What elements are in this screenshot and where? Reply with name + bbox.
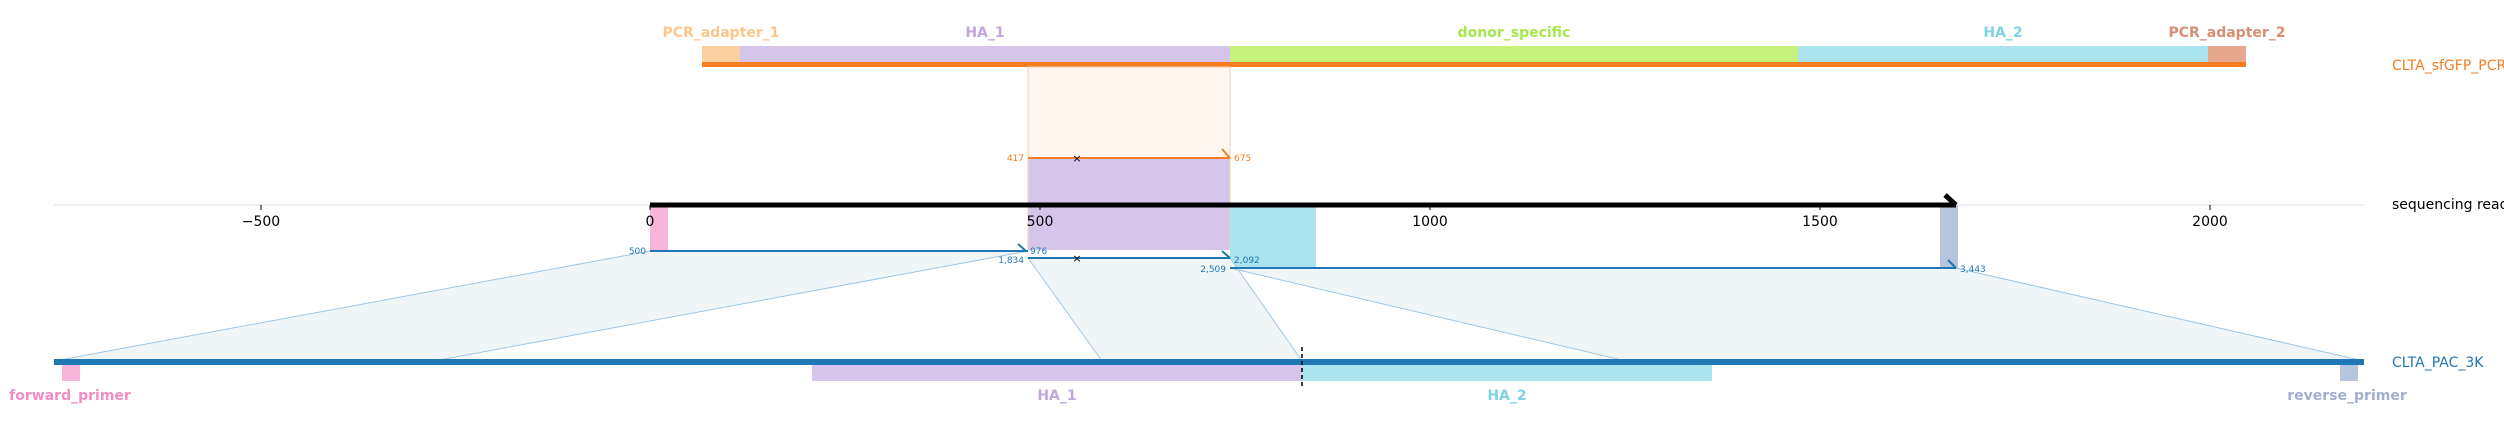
pac-ha-1-block xyxy=(812,361,1302,381)
read-tick-label: −500 xyxy=(242,214,280,230)
pcr-adapter-2-label: PCR_adapter_2 xyxy=(2168,25,2285,41)
pac-track: forward_primer HA_1 HA_2 reverse_primer … xyxy=(9,347,2484,404)
read-forward-primer-mark xyxy=(650,205,668,251)
pcr-alignment-cross: × xyxy=(1072,152,1081,165)
pac-ha-2-label: HA_2 xyxy=(1487,388,1526,404)
read-ha-2-shade xyxy=(1230,205,1316,269)
pac-forward-primer-label: forward_primer xyxy=(9,388,131,404)
read-alignment-start: 500 xyxy=(629,247,646,257)
pac-link-3 xyxy=(1229,267,2365,362)
read-reverse-primer-mark xyxy=(1940,205,1958,269)
pcr-alignment-arrowhead xyxy=(1221,148,1231,159)
read-tick-label: 2000 xyxy=(2192,214,2228,230)
read-tick-label: 1500 xyxy=(1802,214,1838,230)
read-alignment-end: 976 xyxy=(1030,247,1047,257)
read-axis: −500 0 500 1000 1500 2000 sequencing rea… xyxy=(54,193,2504,269)
pcr-ha-2-label: HA_2 xyxy=(1983,25,2022,41)
pcr-ha-1-block xyxy=(740,46,1230,64)
read-alignment-end: 3,443 xyxy=(1960,265,1986,275)
ref-alignment-end: 2,092 xyxy=(1234,256,1260,266)
read-alignment-arrowhead xyxy=(1017,243,1027,252)
pac-forward-primer-block xyxy=(62,361,80,381)
pcr-track-line xyxy=(702,62,2246,67)
pcr-alignment-end: 675 xyxy=(1234,154,1251,164)
read-tick-label: 0 xyxy=(646,214,655,230)
pcr-link-upper-shade xyxy=(1027,66,1231,159)
pcr-ha-1-label: HA_1 xyxy=(965,25,1004,41)
pcr-donor-specific-label: donor_specific xyxy=(1458,25,1571,41)
read-alignment-start: 2,509 xyxy=(1200,265,1226,275)
read-alignment-cross: × xyxy=(1072,252,1081,265)
read-alignments: 500 976 × 1,834 2,092 2,509 3,443 xyxy=(629,243,1986,275)
pcr-adapter-1-label: PCR_adapter_1 xyxy=(662,25,779,41)
read-alignment-arrowhead xyxy=(1221,250,1231,259)
pcr-adapter-2-block xyxy=(2208,46,2246,64)
pcr-donor-specific-block xyxy=(1230,46,1798,64)
pac-link-1 xyxy=(53,250,1029,362)
pcr-ha-2-block xyxy=(1798,46,2208,64)
pcr-adapter-1-block xyxy=(702,46,740,64)
read-tick-label: 1000 xyxy=(1412,214,1448,230)
pac-reverse-primer-label: reverse_primer xyxy=(2287,388,2407,404)
ref-alignment-start: 1,834 xyxy=(998,256,1024,266)
read-track-name: sequencing read xyxy=(2392,197,2504,213)
pac-ha-2-block xyxy=(1302,361,1712,381)
pac-reverse-primer-block xyxy=(2340,361,2358,381)
pcr-read-link: × 417 675 xyxy=(1007,66,1251,250)
pcr-alignment-start: 417 xyxy=(1007,154,1024,164)
pac-track-line xyxy=(54,359,2364,365)
pac-ha-1-label: HA_1 xyxy=(1037,388,1076,404)
pcr-track-name: CLTA_sfGFP_PCR xyxy=(2392,58,2504,74)
read-track-arrowhead xyxy=(1943,193,1958,207)
read-alignment-arrowhead xyxy=(1947,259,1957,269)
read-tick-label: 500 xyxy=(1027,214,1054,230)
pcr-track: PCR_adapter_1 HA_1 donor_specific HA_2 P… xyxy=(662,25,2504,74)
pac-track-name: CLTA_PAC_3K xyxy=(2392,355,2484,371)
read-axis-ticks: −500 0 500 1000 1500 2000 xyxy=(242,205,2228,230)
